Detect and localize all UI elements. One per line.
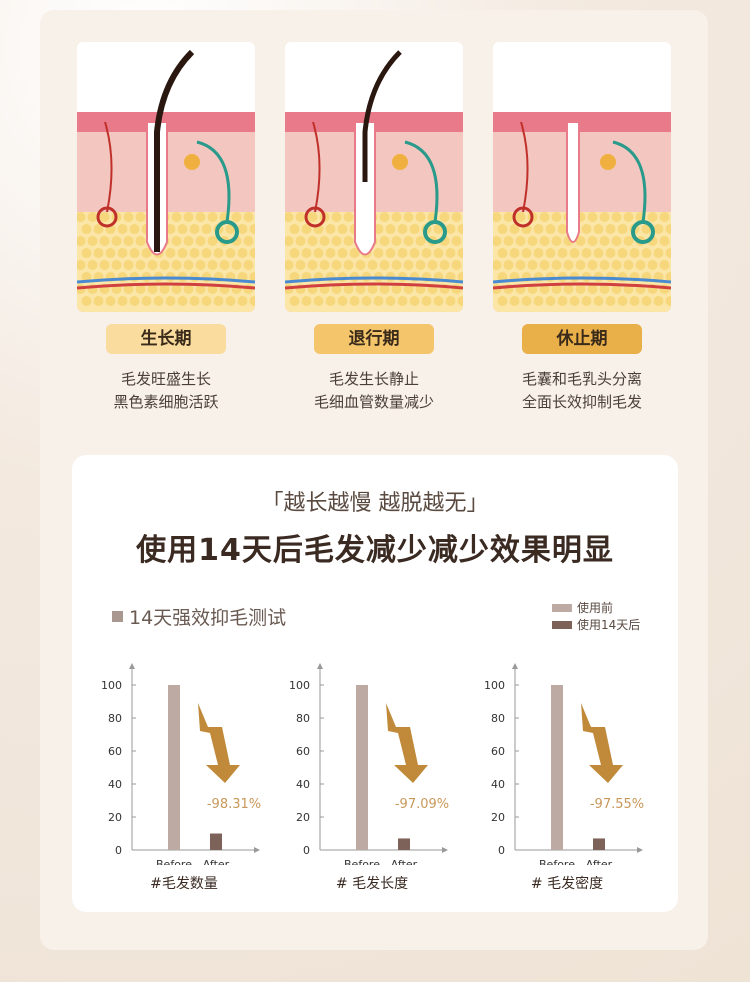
vessel — [104, 121, 113, 213]
vessel — [312, 121, 321, 213]
y-tick-label: 20 — [296, 811, 310, 824]
hair-follicle-illustration — [493, 42, 671, 312]
reduction-label: -97.55% — [590, 797, 644, 812]
y-axis-arrow — [512, 663, 518, 669]
chart-hair-length: 0 20 40 60 80 100 Before After -97.09% # 毛发长度 — [282, 645, 462, 895]
down-arrow-icon — [386, 703, 428, 783]
x-axis-arrow — [442, 847, 448, 853]
follicle — [354, 121, 376, 256]
hair-follicle-illustration — [77, 42, 255, 312]
blood-vessel — [493, 276, 671, 284]
follicle — [566, 121, 580, 243]
subtitle: 「越长越慢 越脱越无」 — [261, 491, 489, 516]
sebaceous-gland — [392, 154, 408, 170]
sweat-gland — [631, 220, 655, 244]
square-icon — [112, 611, 123, 622]
bar-after — [210, 833, 222, 850]
blood-vessel — [77, 276, 255, 284]
results-panel: 「越长越慢 越脱越无」 使用14天后毛发减少减少效果明显 14天强效抑毛测试 使… — [72, 455, 678, 912]
y-tick-label: 60 — [108, 745, 122, 758]
vessel — [520, 121, 529, 213]
stage-badge: 退行期 — [314, 324, 434, 354]
stage-telogen: 休止期 毛囊和毛乳头分离 全面长效抑制毛发 — [493, 42, 671, 414]
y-tick-label: 20 — [108, 811, 122, 824]
y-axis-arrow — [129, 663, 135, 669]
y-tick-label: 0 — [303, 844, 310, 857]
y-tick-label: 80 — [296, 712, 310, 725]
bar-after — [593, 838, 605, 850]
x-axis-arrow — [637, 847, 643, 853]
reduction-label: -98.31% — [207, 797, 261, 812]
sebaceous-gland — [184, 154, 200, 170]
y-tick-label: 80 — [108, 712, 122, 725]
legend: 使用前 使用14天后 — [552, 599, 640, 633]
content-card: 生长期 毛发旺盛生长 黑色素细胞活跃 退行期 毛发生长静止 毛细血管数量减少 休止期… — [40, 10, 708, 950]
nerve — [404, 140, 439, 223]
stage-badge: 休止期 — [522, 324, 642, 354]
bar-before — [168, 685, 180, 850]
nerve — [196, 140, 231, 223]
x-axis-arrow — [254, 847, 260, 853]
blood-vessel — [493, 282, 671, 290]
hair-shaft — [362, 50, 402, 182]
blood-vessel — [77, 282, 255, 290]
legend-item-before: 使用前 — [552, 599, 640, 616]
y-tick-label: 60 — [296, 745, 310, 758]
x-tick-label: After — [203, 858, 230, 865]
x-tick-label: Before — [156, 858, 192, 865]
gland — [96, 206, 118, 228]
stage-description: 毛发旺盛生长 黑色素细胞活跃 — [113, 370, 219, 411]
gland — [304, 206, 326, 228]
sweat-gland — [423, 220, 447, 244]
skin-epidermis — [493, 112, 671, 132]
bar-after — [398, 838, 410, 850]
y-tick-label: 40 — [491, 778, 505, 791]
stage-description: 毛发生长静止 毛细血管数量减少 — [313, 370, 434, 411]
stage-catagen: 退行期 毛发生长静止 毛细血管数量减少 — [285, 42, 463, 414]
stage-anagen: 生长期 毛发旺盛生长 黑色素细胞活跃 — [77, 42, 255, 414]
y-tick-label: 60 — [491, 745, 505, 758]
y-tick-label: 80 — [491, 712, 505, 725]
panel-title: 使用14天后毛发减少减少效果明显 — [136, 533, 614, 568]
sweat-gland — [215, 220, 239, 244]
hair-shaft — [154, 49, 195, 252]
reduction-label: -97.09% — [395, 797, 449, 812]
x-tick-label: After — [586, 858, 613, 865]
y-tick-label: 20 — [491, 811, 505, 824]
legend-item-after: 使用14天后 — [552, 616, 640, 633]
stage-badge: 生长期 — [106, 324, 226, 354]
x-tick-label: Before — [539, 858, 575, 865]
x-tick-label: Before — [344, 858, 380, 865]
blood-vessel — [285, 282, 463, 290]
x-tick-label: After — [391, 858, 418, 865]
nerve — [612, 140, 647, 223]
blood-vessel — [285, 276, 463, 284]
stage-description: 毛囊和毛乳头分离 全面长效抑制毛发 — [521, 370, 642, 411]
bar-before — [356, 685, 368, 850]
down-arrow-icon — [581, 703, 623, 783]
y-tick-label: 0 — [498, 844, 505, 857]
sebaceous-gland — [600, 154, 616, 170]
y-tick-label: 100 — [101, 679, 122, 692]
chart-hair-density: 0 20 40 60 80 100 Before After -97.55% # 毛发密度 — [477, 645, 657, 895]
down-arrow-icon — [198, 703, 240, 783]
y-tick-label: 0 — [115, 844, 122, 857]
chart-hair-count: 0 20 40 60 80 100 Before After -98.31% #毛发数量 — [94, 645, 274, 895]
y-tick-label: 100 — [484, 679, 505, 692]
hair-follicle-illustration — [285, 42, 463, 312]
bar-before — [551, 685, 563, 850]
y-axis-arrow — [317, 663, 323, 669]
y-tick-label: 40 — [108, 778, 122, 791]
test-heading: 14天强效抑毛测试 — [112, 603, 286, 630]
y-tick-label: 100 — [289, 679, 310, 692]
y-tick-label: 40 — [296, 778, 310, 791]
gland — [512, 206, 534, 228]
